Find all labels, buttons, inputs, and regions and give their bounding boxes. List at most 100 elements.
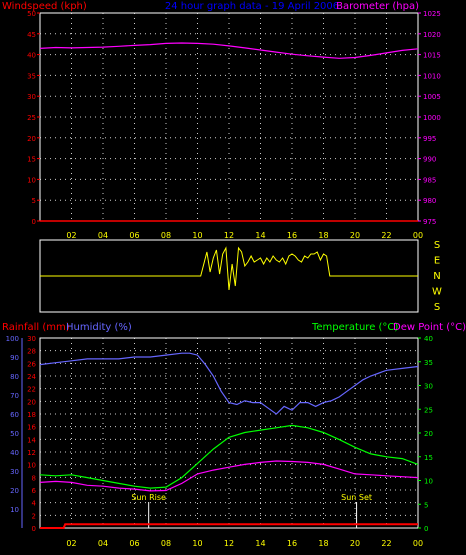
barometer-tick-label: 1015	[423, 52, 441, 60]
rainfall-tick-label: 12	[27, 449, 36, 457]
windspeed-tick-label: 5	[32, 197, 36, 205]
humidity-tick-label: 30	[10, 468, 19, 476]
barometer-tick-label: 985	[423, 176, 436, 184]
rainfall-tick-label: 6	[32, 487, 37, 495]
rainfall-tick-label: 14	[27, 436, 36, 444]
top-x-tick-label: 06	[129, 231, 139, 240]
barometer-tick-label: 995	[423, 135, 436, 143]
bottom-x-tick-label: 12	[224, 539, 234, 548]
sun-event-label: Sun Set	[341, 493, 372, 502]
top-x-tick-label: 08	[161, 231, 171, 240]
humidity-tick-label: 40	[10, 449, 19, 457]
sun-event-label: Sun Rise	[131, 493, 166, 502]
temperature-tick-label: 40	[424, 335, 433, 343]
temperature-tick-label: 5	[424, 501, 428, 509]
humidity-tick-label: 10	[10, 506, 19, 514]
wind-direction-tick-label: S	[434, 302, 440, 313]
barometer-tick-label: 1010	[423, 72, 441, 80]
top-x-tick-label: 20	[350, 231, 360, 240]
top-x-tick-label: 22	[381, 231, 391, 240]
rainfall-tick-label: 26	[27, 360, 36, 368]
top-x-tick-label: 16	[287, 231, 297, 240]
rainfall-line	[40, 523, 418, 529]
windspeed-tick-label: 40	[27, 52, 36, 60]
humidity-tick-label: 70	[10, 392, 19, 400]
temperature-axis-label: Temperature (°C)	[311, 322, 398, 333]
windspeed-tick-label: 20	[27, 135, 36, 143]
rainfall-tick-label: 8	[32, 474, 36, 482]
rainfall-tick-label: 30	[27, 335, 36, 343]
barometer-tick-label: 980	[423, 197, 436, 205]
windspeed-tick-label: 35	[27, 72, 36, 80]
wind-direction-line	[40, 246, 418, 291]
barometer-tick-label: 1020	[423, 31, 441, 39]
barometer-axis-label: Barometer (hpa)	[336, 1, 419, 12]
windspeed-tick-label: 15	[27, 156, 36, 164]
windspeed-tick-label: 10	[27, 176, 36, 184]
temperature-tick-label: 20	[424, 430, 433, 438]
windspeed-tick-label: 50	[27, 10, 36, 18]
bottom-x-tick-label: 14	[255, 539, 265, 548]
temperature-tick-label: 30	[424, 383, 433, 391]
top-x-tick-label: 02	[66, 231, 76, 240]
humidity-line	[39, 352, 419, 415]
top-panel-grid	[40, 13, 418, 221]
humidity-tick-label: 50	[10, 430, 19, 438]
bottom-x-tick-label: 04	[98, 539, 108, 548]
bottom-x-tick-label: 02	[66, 539, 76, 548]
barometer-tick-label: 975	[423, 218, 436, 226]
humidity-tick-label: 90	[10, 354, 19, 362]
rainfall-tick-label: 20	[27, 398, 36, 406]
top-x-tick-label: 12	[224, 231, 234, 240]
humidity-axis-label: Humidity (%)	[66, 322, 132, 333]
wind-direction-tick-label: S	[434, 240, 440, 251]
bottom-x-tick-label: 10	[192, 539, 202, 548]
bottom-x-tick-label: 20	[350, 539, 360, 548]
rainfall-tick-label: 0	[32, 525, 36, 533]
rainfall-axis-label: Rainfall (mm)	[2, 322, 70, 333]
barometer-line	[39, 42, 419, 59]
humidity-tick-label: 60	[10, 411, 19, 419]
dew-point-line	[39, 460, 419, 492]
rainfall-tick-label: 16	[27, 424, 36, 432]
top-x-tick-label: 10	[192, 231, 202, 240]
rainfall-tick-label: 10	[27, 462, 36, 470]
humidity-tick-label: 20	[10, 487, 19, 495]
rainfall-tick-label: 2	[32, 512, 36, 520]
barometer-tick-label: 1005	[423, 93, 441, 101]
humidity-tick-label: 80	[10, 373, 19, 381]
dew-point-axis-label: Dew Point (°C)	[393, 322, 466, 333]
top-x-tick-label: 14	[255, 231, 265, 240]
humidity-tick-label: 100	[6, 335, 19, 343]
barometer-tick-label: 1025	[423, 10, 441, 18]
bottom-x-tick-label: 22	[381, 539, 391, 548]
bottom-x-tick-label: 06	[129, 539, 139, 548]
wind-direction-tick-label: E	[434, 256, 440, 267]
bottom-x-tick-label: 18	[318, 539, 328, 548]
windspeed-tick-label: 45	[27, 31, 36, 39]
temperature-tick-label: 25	[424, 406, 433, 414]
windspeed-tick-label: 25	[27, 114, 36, 122]
rainfall-tick-label: 28	[27, 348, 36, 356]
barometer-tick-label: 990	[423, 156, 436, 164]
wind-direction-tick-label: W	[432, 287, 442, 298]
temperature-tick-label: 15	[424, 454, 433, 462]
top-x-tick-label: 18	[318, 231, 328, 240]
top-x-tick-label: 04	[98, 231, 108, 240]
barometer-tick-label: 1000	[423, 114, 441, 122]
rainfall-tick-label: 24	[27, 373, 36, 381]
temperature-tick-label: 35	[424, 359, 433, 367]
rainfall-tick-label: 4	[32, 500, 37, 508]
top-x-tick-label: 00	[413, 231, 423, 240]
temperature-tick-label: 0	[424, 525, 428, 533]
temperature-tick-label: 10	[424, 478, 433, 486]
windspeed-tick-label: 30	[27, 93, 36, 101]
bottom-x-tick-label: 00	[413, 539, 423, 548]
windspeed-axis-label: Windspeed (kph)	[2, 1, 87, 12]
rainfall-tick-label: 22	[27, 386, 36, 394]
bottom-x-tick-label: 08	[161, 539, 171, 548]
chart-title: 24 hour graph data - 19 April 2006	[165, 1, 339, 12]
wind-direction-tick-label: N	[433, 271, 440, 282]
temperature-line	[39, 424, 419, 489]
